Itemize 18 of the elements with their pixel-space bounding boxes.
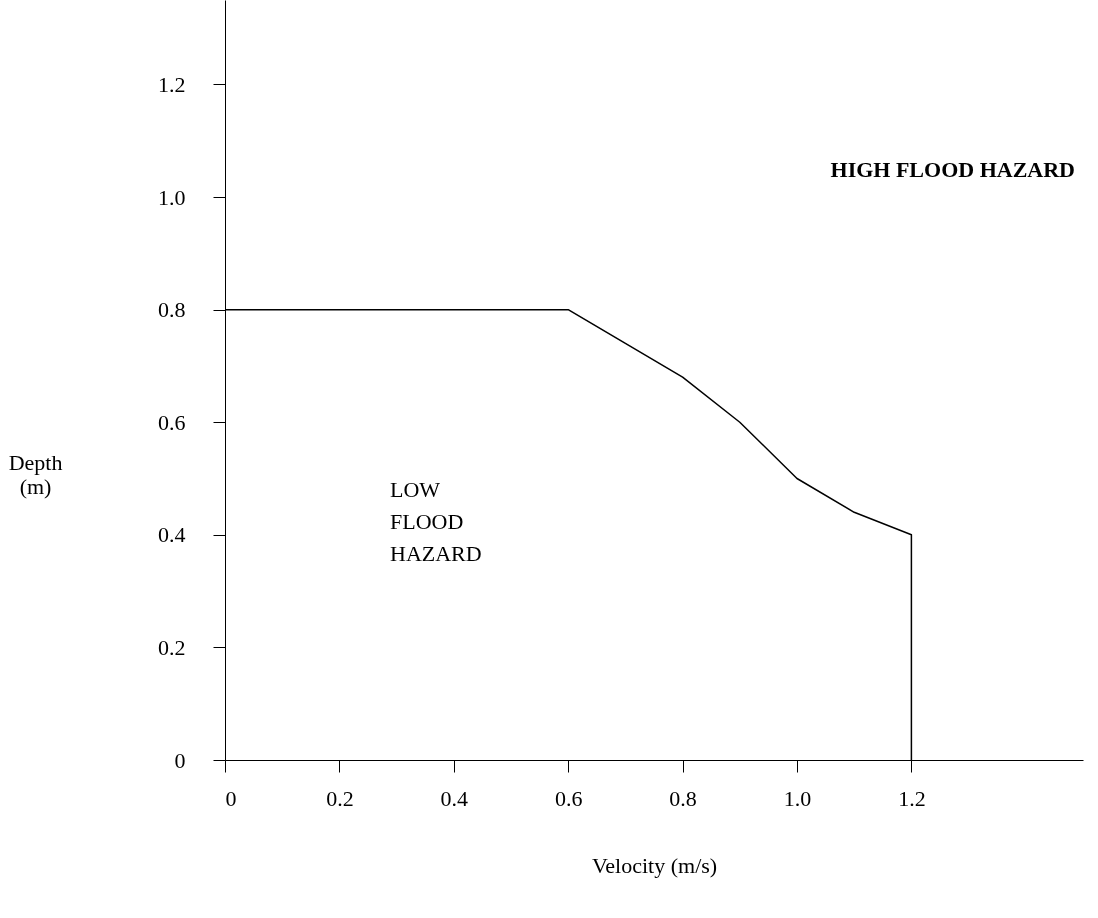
annotation: LOW FLOOD HAZARD [390,477,482,566]
y-axis-title: Depth (m) [8,449,63,499]
y-tick-label: 0.2 [158,634,186,660]
y-tick-label: 0.4 [158,522,186,548]
y-tick-label: 0.6 [158,409,186,435]
y-tick-label: 1.2 [158,71,186,97]
y-tick-label: 0.8 [158,297,186,323]
x-tick-label: 1.0 [783,785,812,811]
x-tick-label: 0.2 [326,785,354,811]
annotation: HIGH FLOOD HAZARD [830,157,1075,182]
x-tick-label: 0 [225,785,237,811]
x-tick-label: 0.6 [554,785,583,811]
y-tick-label: 0 [174,747,186,773]
y-tick-label: 1.0 [158,184,186,210]
x-tick-label: 0.4 [440,785,469,811]
x-axis-title: Velocity (m/s) [591,852,718,878]
x-tick-label: 1.2 [898,785,926,811]
x-tick-label: 0.8 [669,785,697,811]
